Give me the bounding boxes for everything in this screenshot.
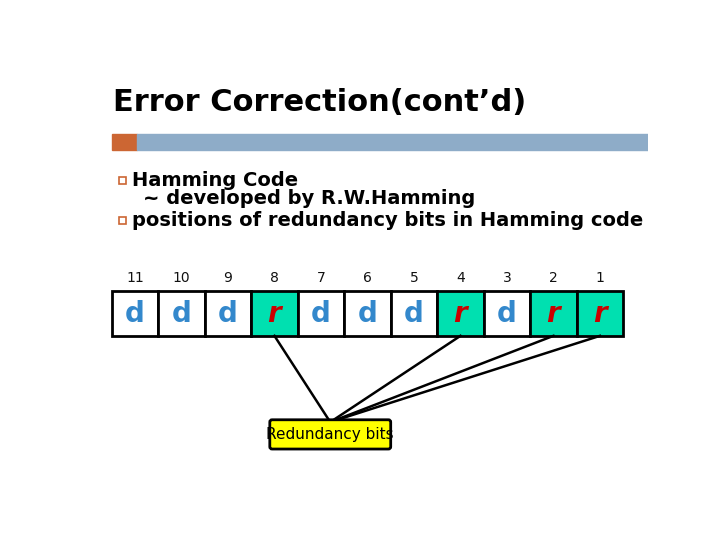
- Text: 9: 9: [223, 271, 233, 285]
- Text: Redundancy bits: Redundancy bits: [266, 427, 394, 442]
- Bar: [344, 291, 391, 336]
- Text: 2: 2: [549, 271, 558, 285]
- Text: 6: 6: [363, 271, 372, 285]
- Text: r: r: [593, 300, 607, 327]
- Bar: [137, 134, 649, 150]
- Text: 11: 11: [126, 271, 144, 285]
- FancyBboxPatch shape: [270, 420, 391, 449]
- Bar: [120, 177, 127, 184]
- Bar: [158, 291, 204, 336]
- Text: 4: 4: [456, 271, 465, 285]
- Bar: [112, 134, 137, 150]
- Bar: [437, 291, 484, 336]
- Text: 1: 1: [595, 271, 604, 285]
- Text: r: r: [268, 300, 282, 327]
- Bar: [204, 291, 251, 336]
- Bar: [391, 291, 437, 336]
- Text: d: d: [125, 300, 145, 327]
- Text: 10: 10: [173, 271, 190, 285]
- Bar: [112, 291, 158, 336]
- Text: d: d: [404, 300, 424, 327]
- Text: r: r: [454, 300, 467, 327]
- Text: ~ developed by R.W.Hamming: ~ developed by R.W.Hamming: [143, 190, 475, 208]
- Text: d: d: [497, 300, 517, 327]
- Bar: [484, 291, 530, 336]
- Text: positions of redundancy bits in Hamming code: positions of redundancy bits in Hamming …: [132, 211, 643, 230]
- Text: 7: 7: [317, 271, 325, 285]
- Text: Error Correction(cont’d): Error Correction(cont’d): [113, 88, 526, 117]
- Bar: [577, 291, 624, 336]
- Text: d: d: [171, 300, 192, 327]
- Bar: [530, 291, 577, 336]
- Text: d: d: [358, 300, 377, 327]
- Bar: [297, 291, 344, 336]
- Text: 5: 5: [410, 271, 418, 285]
- Bar: [120, 217, 127, 224]
- Text: d: d: [218, 300, 238, 327]
- Text: Hamming Code: Hamming Code: [132, 171, 298, 190]
- Text: 3: 3: [503, 271, 511, 285]
- Bar: [251, 291, 297, 336]
- Text: d: d: [311, 300, 331, 327]
- Text: 8: 8: [270, 271, 279, 285]
- Text: r: r: [546, 300, 560, 327]
